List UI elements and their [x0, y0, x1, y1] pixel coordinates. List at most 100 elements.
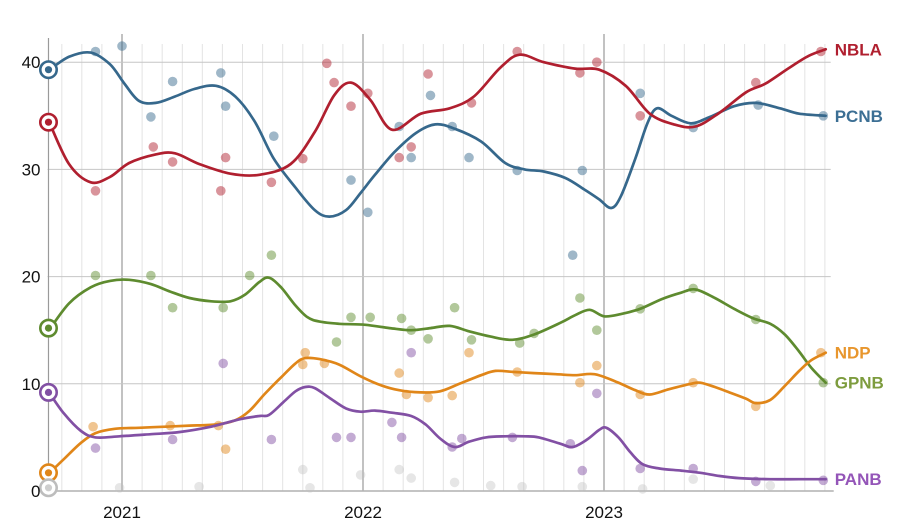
poll-dot-GPNB: [218, 302, 228, 313]
series-label-PANB: PANB: [835, 470, 882, 489]
poll-dot-NBLA: [394, 152, 405, 163]
poll-dot-GPNB: [592, 325, 602, 336]
poll-dot-PCNB: [464, 152, 474, 163]
poll-dot-Other: [305, 483, 315, 493]
poll-dot-NBLA: [423, 69, 433, 79]
poll-dot-PCNB: [567, 250, 578, 260]
start-marker-dot-Other: [44, 484, 53, 492]
poll-dot-PANB: [577, 465, 588, 476]
poll-dot-NBLA: [346, 101, 356, 111]
poll-dot-NDP: [592, 360, 602, 371]
poll-dot-NBLA: [406, 142, 417, 152]
poll-dot-Other: [298, 464, 308, 475]
poll-dot-PANB: [592, 388, 602, 399]
poll-dot-PCNB: [216, 68, 226, 78]
poll-dot-Other: [517, 481, 527, 492]
y-tick-10: 10: [22, 375, 41, 394]
poll-dot-NDP: [447, 390, 458, 401]
poll-dot-GPNB: [90, 270, 101, 281]
poll-dot-NBLA: [322, 58, 332, 69]
poll-dot-Other: [485, 480, 496, 491]
poll-dot-NDP: [464, 347, 474, 358]
start-marker-dot-GPNB: [44, 324, 53, 332]
poll-dot-PANB: [331, 432, 342, 443]
poll-dot-NDP: [575, 377, 585, 388]
series-label-PCNB: PCNB: [835, 107, 883, 126]
poll-dot-GPNB: [818, 377, 829, 388]
poll-dot-NBLA: [592, 57, 602, 67]
poll-dot-NBLA: [635, 111, 645, 121]
poll-dot-NBLA: [298, 153, 308, 164]
poll-dot-PANB: [90, 443, 101, 453]
poll-dot-GPNB: [575, 293, 585, 303]
start-marker-dot-NBLA: [44, 118, 53, 126]
trend-line-PCNB: [48, 50, 828, 218]
poll-dot-NBLA: [329, 77, 339, 88]
poll-dot-GPNB: [346, 312, 356, 323]
y-tick-40: 40: [22, 53, 41, 72]
poll-dot-Other: [765, 480, 776, 491]
poll-dot-PCNB: [577, 165, 588, 176]
start-marker-dot-PCNB: [44, 66, 53, 74]
poll-dot-PCNB: [635, 88, 645, 99]
poll-dot-PANB: [396, 432, 407, 443]
poll-dot-PCNB: [117, 41, 127, 51]
poll-dot-GPNB: [266, 250, 277, 260]
poll-dot-PCNB: [269, 131, 279, 141]
poll-dot-NBLA: [216, 186, 226, 196]
trend-line-NDP: [48, 351, 828, 475]
poll-dot-NDP: [220, 444, 231, 455]
poll-dot-GPNB: [466, 335, 477, 345]
poll-dot-GPNB: [146, 270, 156, 281]
poll-dot-NDP: [300, 347, 311, 358]
poll-dot-NBLA: [220, 152, 231, 163]
poll-dot-GPNB: [396, 313, 407, 324]
poll-dot-GPNB: [331, 337, 342, 347]
x-tick-2021: 2021: [103, 503, 141, 522]
poll-dot-PCNB: [167, 76, 178, 87]
poll-dot-NDP: [423, 392, 433, 403]
poll-dot-PANB: [218, 358, 228, 369]
poll-dot-NDP: [298, 359, 308, 370]
poll-dot-PANB: [346, 432, 356, 443]
y-tick-0: 0: [31, 482, 40, 501]
poll-dot-Other: [688, 474, 698, 485]
poll-dot-GPNB: [423, 334, 433, 344]
poll-dot-Other: [394, 464, 405, 475]
trend-line-PANB: [48, 385, 828, 481]
trend-line-NBLA: [48, 47, 828, 185]
start-marker-dot-PANB: [44, 388, 53, 396]
x-tick-2022: 2022: [344, 503, 382, 522]
x-tick-2023: 2023: [585, 503, 623, 522]
poll-dot-PANB: [387, 417, 397, 428]
poll-dot-PCNB: [425, 90, 436, 101]
poll-dot-PCNB: [406, 152, 417, 163]
poll-dot-NDP: [394, 368, 405, 378]
y-tick-20: 20: [22, 268, 41, 287]
poll-dot-GPNB: [244, 270, 255, 281]
poll-dot-PANB: [635, 463, 645, 474]
poll-dot-NBLA: [90, 186, 101, 196]
poll-dot-NDP: [88, 421, 98, 432]
poll-dot-GPNB: [449, 302, 460, 313]
poll-dot-NBLA: [575, 68, 585, 78]
start-marker-dot-NDP: [44, 469, 53, 477]
trend-line-GPNB: [48, 276, 828, 385]
poll-dot-PCNB: [363, 207, 373, 218]
series-label-GPNB: GPNB: [835, 374, 884, 393]
poll-dot-Other: [406, 473, 417, 483]
poll-dot-PCNB: [220, 101, 231, 111]
poll-dot-PCNB: [146, 112, 156, 122]
poll-dot-PANB: [457, 433, 467, 444]
poll-dot-PANB: [406, 347, 417, 358]
poll-dot-GPNB: [365, 312, 376, 323]
poll-dot-Other: [194, 481, 204, 492]
poll-dot-Other: [355, 470, 366, 480]
poll-dot-NBLA: [167, 157, 178, 167]
poll-dot-Other: [577, 481, 588, 492]
poll-dot-Other: [449, 477, 460, 488]
poll-dot-PCNB: [346, 175, 356, 185]
poll-dot-NBLA: [266, 177, 277, 188]
